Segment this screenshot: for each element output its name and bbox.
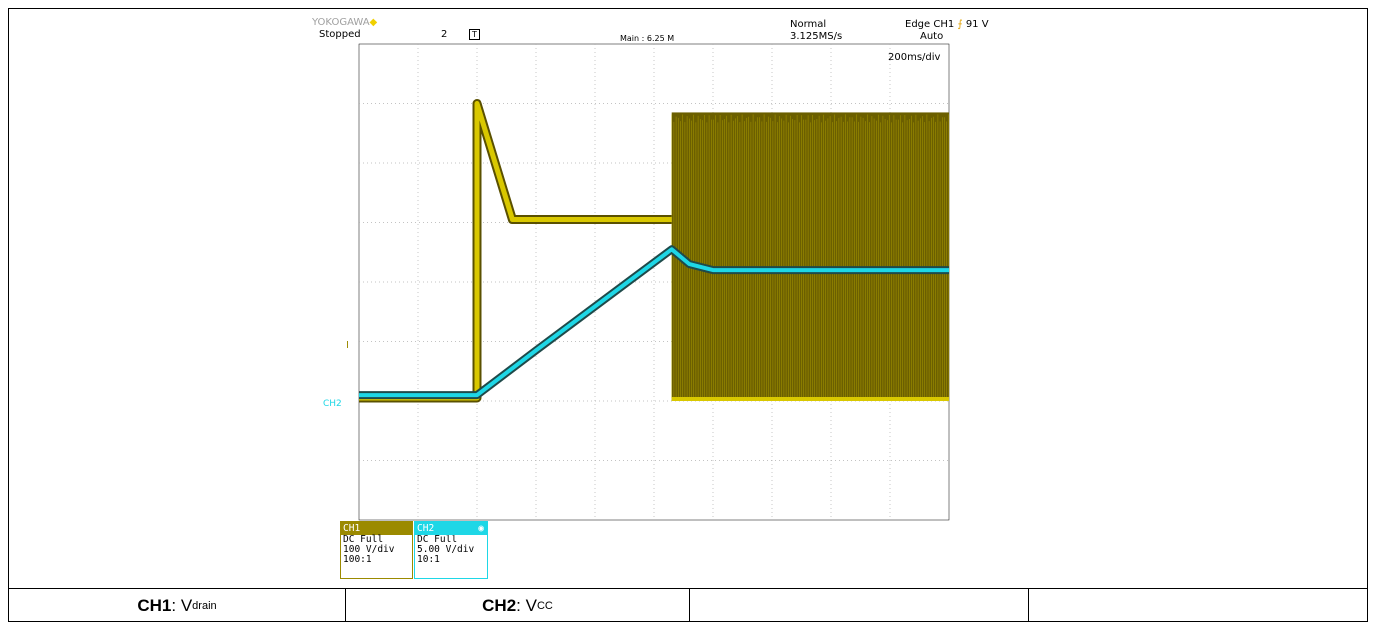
table-divider bbox=[8, 588, 1368, 589]
caption-ch1-name: CH1 bbox=[137, 595, 172, 615]
acq-status: Stopped bbox=[319, 29, 361, 40]
caption-empty-4 bbox=[1029, 589, 1367, 622]
trigger-position-marker: T bbox=[469, 29, 480, 40]
record-length: Main : 6.25 M bbox=[620, 34, 675, 43]
ch2-label: CH2 bbox=[417, 523, 435, 534]
brand-logo: YOKOGAWA◆ bbox=[312, 17, 378, 28]
caption-ch1-var: V bbox=[180, 595, 193, 615]
caption-ch2-sub: CC bbox=[536, 599, 553, 612]
caption-ch2-var: V bbox=[525, 595, 537, 615]
table-col-sep-2 bbox=[689, 588, 690, 622]
ch1-probe: 100:1 bbox=[343, 554, 372, 565]
table-col-sep-1 bbox=[345, 588, 346, 622]
ch2-probe: 10:1 bbox=[417, 554, 440, 565]
caption-ch1-sub: drain bbox=[192, 599, 217, 612]
page-frame bbox=[8, 8, 1368, 622]
timebase: 200ms/div bbox=[888, 52, 941, 63]
ch1-label: CH1 bbox=[341, 522, 412, 535]
ch2-active-icon: ◉ bbox=[478, 523, 484, 534]
trigger-source-label: Edge CH1 ⨍ 91 V bbox=[905, 19, 989, 30]
ch2-coupling: DC Full bbox=[417, 534, 458, 545]
sample-rate: 3.125MS/s bbox=[790, 31, 843, 42]
traces bbox=[359, 99, 949, 403]
ch1-info-box[interactable]: CH1 DC Full 100 V/div 100:1 bbox=[340, 521, 413, 579]
trigger-mode: Normal bbox=[790, 19, 827, 30]
trigger-sweep: Auto bbox=[920, 31, 944, 42]
caption-empty-3 bbox=[690, 589, 1028, 622]
ch2-ground-marker: CH2 bbox=[323, 399, 342, 409]
ch1-coupling: DC Full bbox=[343, 534, 384, 545]
acq-count: 2 bbox=[441, 29, 448, 40]
ch2-scale: 5.00 V/div bbox=[417, 544, 475, 555]
ch1-scale: 100 V/div bbox=[343, 544, 395, 555]
caption-ch2: CH2: V CC bbox=[482, 595, 553, 615]
caption-ch2-name: CH2 bbox=[482, 595, 517, 615]
ch2-header: CH2 ◉ bbox=[415, 522, 487, 535]
ch2-trace bbox=[359, 247, 949, 398]
trigger-level-marker: I bbox=[346, 340, 349, 351]
ch1-switching-band bbox=[671, 112, 950, 402]
table-col-sep-3 bbox=[1028, 588, 1029, 622]
grid bbox=[359, 44, 949, 520]
ch2-info-box[interactable]: CH2 ◉ DC Full 5.00 V/div 10:1 bbox=[414, 521, 488, 579]
